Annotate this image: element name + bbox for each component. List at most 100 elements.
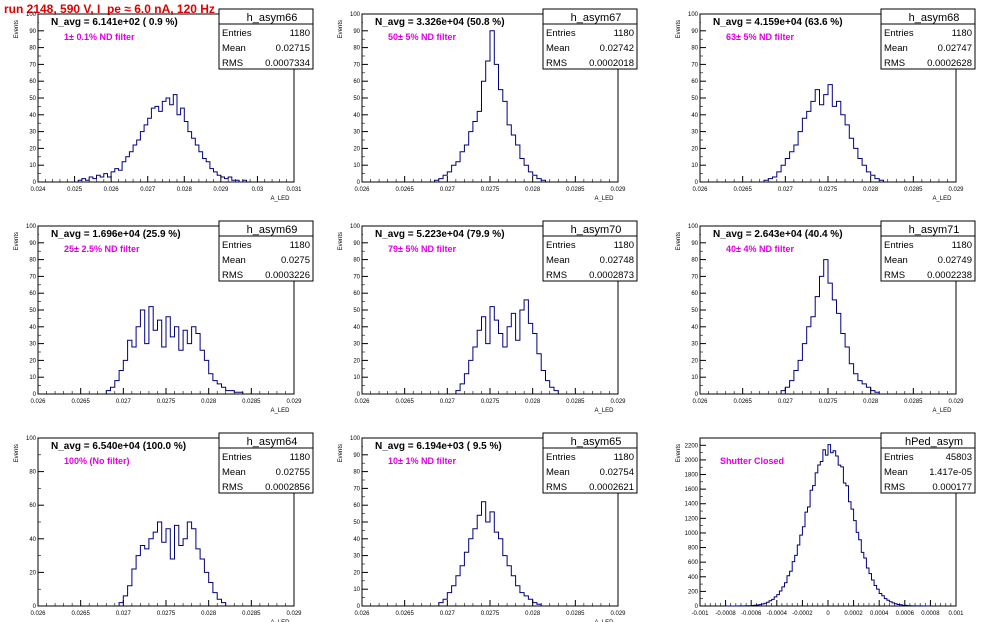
y-tick-label: 100 (26, 436, 37, 442)
navg-box (363, 227, 543, 240)
stats-box (880, 220, 976, 282)
filter-label: Shutter Closed (720, 456, 784, 466)
x-tick-label: 0.028 (525, 399, 541, 405)
x-tick-label: 0.0285 (242, 611, 261, 617)
x-tick-label: 0.0275 (481, 611, 500, 617)
stats-box (880, 432, 976, 494)
y-tick-label: 80 (691, 46, 698, 52)
stats-key: Entries (884, 452, 914, 463)
x-tick-label: 0.028 (177, 187, 193, 193)
x-tick-label: 0.0265 (733, 187, 752, 193)
y-tick-label: 90 (353, 453, 360, 459)
stats-value: 1180 (952, 28, 972, 39)
y-tick-label: 100 (26, 224, 37, 230)
stats-value: 1.417e-05 (929, 467, 972, 478)
y-tick-label: 40 (29, 325, 36, 331)
y-tick-label: 40 (691, 325, 698, 331)
y-tick-label: 600 (688, 560, 699, 566)
x-tick-label: 0.031 (286, 187, 302, 193)
x-tick-label: 0.0285 (242, 399, 261, 405)
y-tick-label: 70 (29, 62, 36, 68)
x-tick-label: 0.0004 (870, 611, 889, 617)
stats-key: Entries (222, 28, 252, 39)
y-tick-label: 80 (29, 46, 36, 52)
y-tick-label: 2000 (685, 458, 699, 464)
stats-key: Mean (222, 43, 246, 54)
filter-label: 100% (No filter) (64, 456, 130, 466)
x-tick-label: 0.028 (863, 187, 879, 193)
y-tick-label: 80 (353, 258, 360, 264)
y-tick-label: 70 (691, 62, 698, 68)
x-tick-label: 0.026 (354, 611, 370, 617)
stats-value: 0.000177 (932, 482, 972, 493)
stats-value: 1180 (614, 452, 634, 463)
filter-label: 40± 4% ND filter (726, 244, 794, 254)
x-tick-label: 0.001 (948, 611, 964, 617)
y-tick-label: 40 (353, 325, 360, 331)
y-tick-label: 90 (691, 29, 698, 35)
x-tick-label: 0.0275 (481, 399, 500, 405)
x-tick-label: 0.029 (948, 399, 964, 405)
stats-value: 0.0002018 (589, 58, 634, 69)
y-tick-label: 90 (691, 241, 698, 247)
navg-box (39, 439, 219, 452)
filter-label: 1± 0.1% ND filter (64, 32, 135, 42)
x-tick-label: 0.0285 (904, 187, 923, 193)
y-tick-label: 1000 (685, 531, 699, 537)
filter-label: 10± 1% ND filter (388, 456, 456, 466)
histogram-line (455, 299, 559, 394)
x-axis-label: A_LED (932, 408, 952, 414)
y-tick-label: 60 (29, 79, 36, 85)
y-tick-label: 60 (353, 79, 360, 85)
x-tick-label: 0.0002 (844, 611, 863, 617)
y-tick-label: 800 (688, 546, 699, 552)
navg-label: N_avg = 6.194e+03 ( 9.5 %) (375, 441, 502, 452)
x-tick-label: 0.028 (525, 187, 541, 193)
stats-value: 0.02742 (600, 43, 634, 54)
y-tick-label: 1200 (685, 516, 699, 522)
x-axis-label: A_LED (270, 620, 290, 622)
stats-value: 1180 (614, 28, 634, 39)
stats-key: RMS (546, 270, 567, 281)
stats-value: 0.02748 (600, 255, 634, 266)
x-tick-label: 0.0285 (566, 187, 585, 193)
y-tick-label: 50 (691, 308, 698, 314)
stats-key: RMS (546, 58, 567, 69)
y-tick-label: 0 (33, 604, 37, 610)
histogram-line (725, 444, 931, 607)
x-tick-label: 0.029 (610, 611, 626, 617)
stats-value: 1180 (290, 240, 310, 251)
x-tick-label: 0.0265 (71, 399, 90, 405)
stats-box (542, 8, 638, 70)
y-tick-label: 70 (691, 274, 698, 280)
histogram-line (780, 259, 880, 394)
stats-key: Entries (222, 452, 252, 463)
x-tick-label: 0.0275 (157, 399, 176, 405)
x-tick-label: 0.0275 (481, 187, 500, 193)
y-tick-label: 40 (691, 113, 698, 119)
x-tick-label: -0.0008 (715, 611, 736, 617)
stats-value: 0.0002621 (589, 482, 634, 493)
stats-box (218, 220, 314, 282)
x-tick-label: 0.0265 (395, 611, 414, 617)
y-tick-label: 20 (353, 146, 360, 152)
navg-label: N_avg = 1.696e+04 (25.9 %) (51, 229, 181, 240)
stats-value: 0.0002628 (927, 58, 972, 69)
y-tick-label: 60 (353, 291, 360, 297)
navg-box (363, 439, 543, 452)
y-tick-label: 0 (357, 604, 361, 610)
filter-label: 25± 2.5% ND filter (64, 244, 140, 254)
y-tick-label: 0 (357, 392, 361, 398)
x-tick-label: 0.03 (252, 187, 264, 193)
histogram-name: h_asym71 (909, 224, 960, 236)
histogram-panel-h_asym69: 0.026 0.0265 0.027 0.0275 0.028 0.0285 0.029 0 1… (14, 220, 314, 414)
y-axis-label: Events (14, 20, 20, 38)
navg-box (701, 15, 881, 28)
y-tick-label: 50 (691, 96, 698, 102)
stats-value: 0.02715 (276, 43, 310, 54)
filter-label: 79± 5% ND filter (388, 244, 456, 254)
histogram-name: h_asym66 (247, 12, 298, 24)
x-tick-label: 0 (826, 611, 830, 617)
navg-box (39, 15, 219, 28)
y-axis-label: Events (338, 20, 344, 38)
